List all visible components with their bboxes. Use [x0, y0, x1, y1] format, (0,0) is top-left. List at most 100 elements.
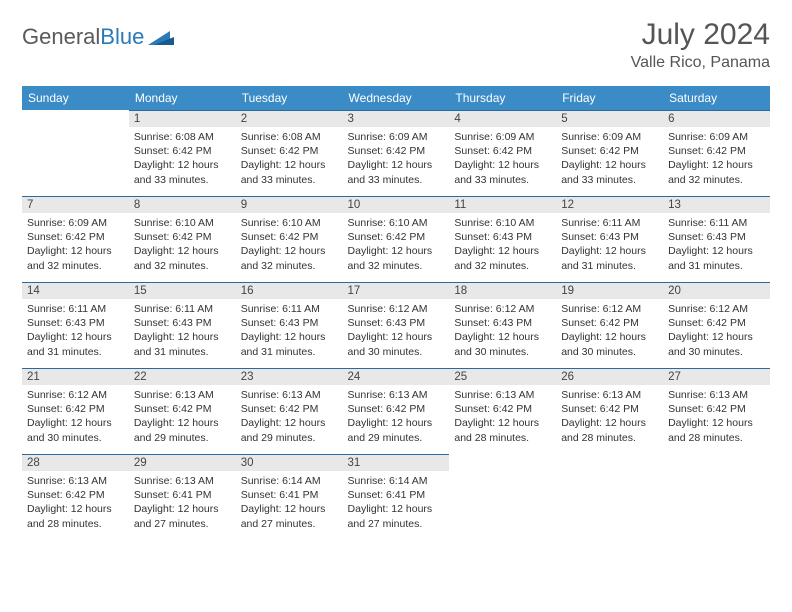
sunset-line: Sunset: 6:43 PM: [561, 230, 658, 244]
day-body: Sunrise: 6:11 AMSunset: 6:43 PMDaylight:…: [556, 213, 663, 278]
sunrise-line: Sunrise: 6:13 AM: [241, 388, 338, 402]
sunrise-line: Sunrise: 6:12 AM: [348, 302, 445, 316]
day-body: Sunrise: 6:10 AMSunset: 6:42 PMDaylight:…: [343, 213, 450, 278]
day-body: Sunrise: 6:14 AMSunset: 6:41 PMDaylight:…: [236, 471, 343, 536]
day-number: 14: [22, 282, 129, 299]
day-body: Sunrise: 6:14 AMSunset: 6:41 PMDaylight:…: [343, 471, 450, 536]
calendar-cell: 7Sunrise: 6:09 AMSunset: 6:42 PMDaylight…: [22, 196, 129, 282]
day-number: 5: [556, 110, 663, 127]
sunset-line: Sunset: 6:41 PM: [134, 488, 231, 502]
day-number: 9: [236, 196, 343, 213]
sunrise-line: Sunrise: 6:13 AM: [134, 388, 231, 402]
sunset-line: Sunset: 6:41 PM: [348, 488, 445, 502]
day-number: 30: [236, 454, 343, 471]
day-number: 8: [129, 196, 236, 213]
day-number: 31: [343, 454, 450, 471]
sunset-line: Sunset: 6:42 PM: [668, 144, 765, 158]
header: GeneralBlue July 2024 Valle Rico, Panama: [22, 18, 770, 72]
day-number: 15: [129, 282, 236, 299]
day-number: 20: [663, 282, 770, 299]
day-number: 18: [449, 282, 556, 299]
daylight-line: Daylight: 12 hours and 28 minutes.: [668, 416, 765, 444]
daylight-line: Daylight: 12 hours and 32 minutes.: [454, 244, 551, 272]
day-body: Sunrise: 6:13 AMSunset: 6:42 PMDaylight:…: [556, 385, 663, 450]
day-number: 3: [343, 110, 450, 127]
calendar-cell: 21Sunrise: 6:12 AMSunset: 6:42 PMDayligh…: [22, 368, 129, 454]
weekday-header: Saturday: [663, 86, 770, 110]
sunrise-line: Sunrise: 6:11 AM: [27, 302, 124, 316]
calendar-cell: 16Sunrise: 6:11 AMSunset: 6:43 PMDayligh…: [236, 282, 343, 368]
daylight-line: Daylight: 12 hours and 30 minutes.: [27, 416, 124, 444]
day-number: 25: [449, 368, 556, 385]
calendar-cell: 31Sunrise: 6:14 AMSunset: 6:41 PMDayligh…: [343, 454, 450, 540]
sunrise-line: Sunrise: 6:14 AM: [241, 474, 338, 488]
daylight-line: Daylight: 12 hours and 29 minutes.: [348, 416, 445, 444]
day-body: Sunrise: 6:12 AMSunset: 6:43 PMDaylight:…: [449, 299, 556, 364]
sunrise-line: Sunrise: 6:12 AM: [668, 302, 765, 316]
sunrise-line: Sunrise: 6:11 AM: [241, 302, 338, 316]
day-number: 28: [22, 454, 129, 471]
sunset-line: Sunset: 6:43 PM: [668, 230, 765, 244]
daylight-line: Daylight: 12 hours and 32 minutes.: [134, 244, 231, 272]
sunrise-line: Sunrise: 6:11 AM: [668, 216, 765, 230]
daylight-line: Daylight: 12 hours and 33 minutes.: [134, 158, 231, 186]
day-body: Sunrise: 6:12 AMSunset: 6:42 PMDaylight:…: [22, 385, 129, 450]
logo-icon: [148, 27, 174, 47]
day-number: 29: [129, 454, 236, 471]
sunset-line: Sunset: 6:42 PM: [454, 144, 551, 158]
sunset-line: Sunset: 6:42 PM: [27, 230, 124, 244]
sunset-line: Sunset: 6:42 PM: [134, 144, 231, 158]
sunset-line: Sunset: 6:42 PM: [348, 144, 445, 158]
calendar-cell: 9 Sunrise: 6:10 AMSunset: 6:42 PMDaylight…: [236, 196, 343, 282]
calendar-row: 1Sunrise: 6:08 AMSunset: 6:42 PMDaylight…: [22, 110, 770, 196]
location: Valle Rico, Panama: [631, 54, 770, 72]
sunset-line: Sunset: 6:42 PM: [348, 402, 445, 416]
daylight-line: Daylight: 12 hours and 31 minutes.: [561, 244, 658, 272]
daylight-line: Daylight: 12 hours and 32 minutes.: [27, 244, 124, 272]
daylight-line: Daylight: 12 hours and 32 minutes.: [348, 244, 445, 272]
sunrise-line: Sunrise: 6:13 AM: [27, 474, 124, 488]
calendar-cell: 4Sunrise: 6:09 AMSunset: 6:42 PMDaylight…: [449, 110, 556, 196]
sunrise-line: Sunrise: 6:14 AM: [348, 474, 445, 488]
calendar-cell: 5Sunrise: 6:09 AMSunset: 6:42 PMDaylight…: [556, 110, 663, 196]
daylight-line: Daylight: 12 hours and 31 minutes.: [668, 244, 765, 272]
calendar-cell: [22, 110, 129, 196]
sunrise-line: Sunrise: 6:12 AM: [454, 302, 551, 316]
calendar-cell: 26Sunrise: 6:13 AMSunset: 6:42 PMDayligh…: [556, 368, 663, 454]
day-number: 19: [556, 282, 663, 299]
daylight-line: Daylight: 12 hours and 30 minutes.: [668, 330, 765, 358]
day-body: Sunrise: 6:08 AMSunset: 6:42 PMDaylight:…: [129, 127, 236, 192]
day-number: 4: [449, 110, 556, 127]
daylight-line: Daylight: 12 hours and 33 minutes.: [454, 158, 551, 186]
sunset-line: Sunset: 6:42 PM: [348, 230, 445, 244]
calendar-cell: 12Sunrise: 6:11 AMSunset: 6:43 PMDayligh…: [556, 196, 663, 282]
calendar-cell: 22Sunrise: 6:13 AMSunset: 6:42 PMDayligh…: [129, 368, 236, 454]
sunrise-line: Sunrise: 6:09 AM: [348, 130, 445, 144]
calendar-row: 7Sunrise: 6:09 AMSunset: 6:42 PMDaylight…: [22, 196, 770, 282]
day-body: Sunrise: 6:13 AMSunset: 6:42 PMDaylight:…: [129, 385, 236, 450]
day-number: 23: [236, 368, 343, 385]
day-body: Sunrise: 6:09 AMSunset: 6:42 PMDaylight:…: [663, 127, 770, 192]
day-number: 22: [129, 368, 236, 385]
sunset-line: Sunset: 6:42 PM: [241, 230, 338, 244]
calendar-row: 28Sunrise: 6:13 AMSunset: 6:42 PMDayligh…: [22, 454, 770, 540]
calendar-table: Sunday Monday Tuesday Wednesday Thursday…: [22, 86, 770, 540]
day-body: Sunrise: 6:10 AMSunset: 6:42 PMDaylight:…: [129, 213, 236, 278]
daylight-line: Daylight: 12 hours and 32 minutes.: [241, 244, 338, 272]
day-body: Sunrise: 6:08 AMSunset: 6:42 PMDaylight:…: [236, 127, 343, 192]
day-number: 16: [236, 282, 343, 299]
day-number: 2: [236, 110, 343, 127]
calendar-cell: 24Sunrise: 6:13 AMSunset: 6:42 PMDayligh…: [343, 368, 450, 454]
daylight-line: Daylight: 12 hours and 33 minutes.: [241, 158, 338, 186]
logo-text-2: Blue: [100, 24, 144, 50]
day-body: Sunrise: 6:12 AMSunset: 6:43 PMDaylight:…: [343, 299, 450, 364]
weekday-header: Friday: [556, 86, 663, 110]
sunset-line: Sunset: 6:42 PM: [561, 316, 658, 330]
daylight-line: Daylight: 12 hours and 33 minutes.: [348, 158, 445, 186]
logo-text-1: General: [22, 24, 100, 50]
calendar-cell: 10Sunrise: 6:10 AMSunset: 6:42 PMDayligh…: [343, 196, 450, 282]
daylight-line: Daylight: 12 hours and 27 minutes.: [348, 502, 445, 530]
daylight-line: Daylight: 12 hours and 30 minutes.: [454, 330, 551, 358]
day-number: 21: [22, 368, 129, 385]
sunrise-line: Sunrise: 6:10 AM: [241, 216, 338, 230]
